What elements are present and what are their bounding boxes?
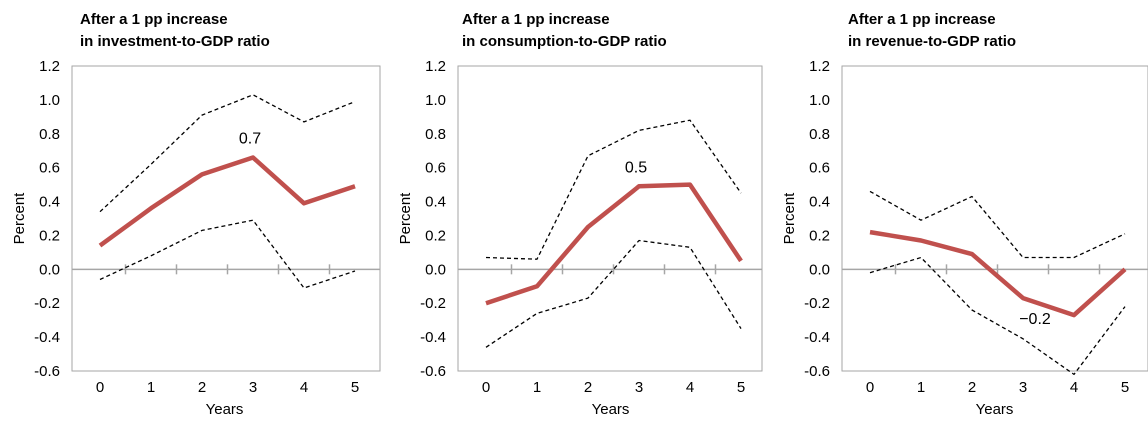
plot-frame <box>71 65 381 372</box>
y-tick-label: 0.0 <box>39 261 60 278</box>
y-tick-label: 0.8 <box>425 126 446 143</box>
x-tick-label: 2 <box>198 379 206 396</box>
estimate-line <box>485 182 743 306</box>
chart-panel-2: After a 1 pp increase in revenue-to-GDP r… <box>781 11 1148 418</box>
y-tick-label: 0.0 <box>425 261 446 278</box>
x-tick-label: 0 <box>866 379 874 396</box>
x-tick-label: 4 <box>1070 379 1078 396</box>
x-tick-label: 5 <box>1121 379 1129 396</box>
x-tick-label: 2 <box>584 379 592 396</box>
x-tick-label: 1 <box>533 379 541 396</box>
y-tick-label: 0.2 <box>425 227 446 244</box>
y-tick-label: 0.8 <box>809 126 830 143</box>
chart-title: After a 1 pp increase <box>848 11 996 28</box>
x-tick-label: 0 <box>482 379 490 396</box>
y-tick-label: 0.0 <box>809 261 830 278</box>
upper-confidence-line <box>99 94 356 213</box>
y-tick-label: -0.6 <box>804 363 830 380</box>
x-tick-label: 5 <box>737 379 745 396</box>
chart-panel-1: After a 1 pp increase in consumption-to-G… <box>397 11 763 418</box>
x-tick-label: 0 <box>96 379 104 396</box>
chart-subtitle: in consumption-to-GDP ratio <box>462 33 667 50</box>
chart-subtitle: in revenue-to-GDP ratio <box>848 33 1016 50</box>
y-tick-label: 1.0 <box>425 92 446 109</box>
y-tick-label: -0.2 <box>34 295 60 312</box>
chart-title: After a 1 pp increase <box>462 11 610 28</box>
estimate-line <box>869 229 1127 318</box>
y-axis-label: Percent <box>781 192 798 245</box>
y-tick-label: 1.2 <box>425 58 446 75</box>
y-tick-label: 1.2 <box>809 58 830 75</box>
upper-confidence-line <box>869 190 1126 259</box>
y-tick-label: 1.0 <box>39 92 60 109</box>
y-axis-label: Percent <box>397 192 414 245</box>
x-tick-label: 1 <box>147 379 155 396</box>
y-tick-label: -0.6 <box>420 363 446 380</box>
y-tick-label: 1.0 <box>809 92 830 109</box>
chart-panel-0: After a 1 pp increase in investment-to-GD… <box>11 11 381 418</box>
x-axis-label: Years <box>976 401 1014 418</box>
y-tick-label: 0.4 <box>425 194 446 211</box>
y-tick-label: 0.8 <box>39 126 60 143</box>
y-tick-label: -0.6 <box>34 363 60 380</box>
x-tick-label: 4 <box>300 379 308 396</box>
y-tick-label: -0.2 <box>420 295 446 312</box>
x-axis-label: Years <box>206 401 244 418</box>
x-tick-label: 4 <box>686 379 694 396</box>
y-axis-label: Percent <box>11 192 28 245</box>
y-tick-label: 0.6 <box>39 160 60 177</box>
data-label: 0.5 <box>625 159 647 176</box>
y-tick-label: -0.4 <box>420 329 446 346</box>
y-tick-label: -0.4 <box>34 329 60 346</box>
y-tick-label: 0.2 <box>809 227 830 244</box>
x-tick-label: 3 <box>1019 379 1027 396</box>
x-axis-label: Years <box>592 401 630 418</box>
x-tick-label: 3 <box>635 379 643 396</box>
chart-subtitle: in investment-to-GDP ratio <box>80 33 270 50</box>
data-label: 0.7 <box>239 131 261 148</box>
x-tick-label: 5 <box>351 379 359 396</box>
y-tick-label: -0.4 <box>804 329 830 346</box>
plot-frame <box>457 65 763 372</box>
y-tick-label: 0.2 <box>39 227 60 244</box>
data-label: −0.2 <box>1019 311 1051 328</box>
y-tick-label: 1.2 <box>39 58 60 75</box>
y-tick-label: 0.4 <box>809 194 830 211</box>
lower-confidence-line <box>869 256 1126 376</box>
upper-confidence-line <box>485 119 742 260</box>
lower-confidence-line <box>99 219 356 289</box>
x-tick-label: 3 <box>249 379 257 396</box>
x-tick-label: 2 <box>968 379 976 396</box>
y-tick-label: -0.2 <box>804 295 830 312</box>
y-tick-label: 0.6 <box>809 160 830 177</box>
lower-confidence-line <box>485 239 742 348</box>
plot-frame <box>841 65 1148 372</box>
y-tick-label: 0.6 <box>425 160 446 177</box>
estimate-line <box>98 155 356 248</box>
y-tick-label: 0.4 <box>39 194 60 211</box>
chart-title: After a 1 pp increase <box>80 11 228 28</box>
x-tick-label: 1 <box>917 379 925 396</box>
